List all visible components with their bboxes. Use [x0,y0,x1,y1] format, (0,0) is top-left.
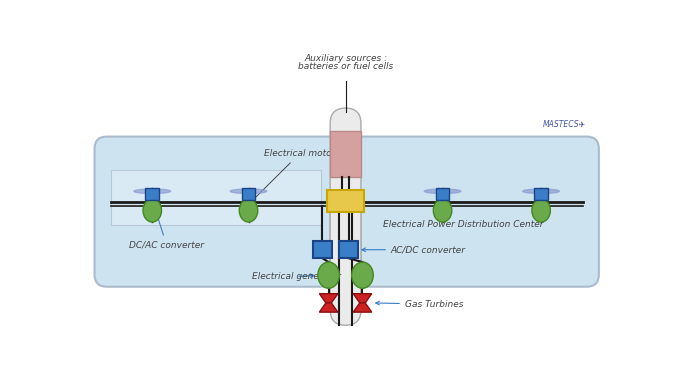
Polygon shape [319,303,338,312]
Ellipse shape [351,262,373,288]
Ellipse shape [239,199,258,222]
FancyBboxPatch shape [330,108,361,285]
Ellipse shape [539,189,543,193]
Bar [242,188,255,200]
Ellipse shape [247,189,251,193]
Ellipse shape [441,189,445,193]
Ellipse shape [433,199,452,222]
Text: batteries or fuel cells: batteries or fuel cells [298,62,393,71]
Ellipse shape [143,199,161,222]
Polygon shape [319,294,338,303]
Text: Electrical generator: Electrical generator [251,272,340,281]
Text: Auxiliary sources :: Auxiliary sources : [304,54,387,63]
Text: Gas Turbines: Gas Turbines [376,300,463,309]
Ellipse shape [532,199,550,222]
Bar [339,241,358,258]
Text: MASTECS✈: MASTECS✈ [543,120,586,129]
Ellipse shape [151,189,154,193]
Ellipse shape [318,262,339,288]
Polygon shape [353,303,372,312]
Text: Electrical motor: Electrical motor [251,149,335,202]
Bar [436,188,449,200]
Bar [112,170,321,225]
Bar [327,190,364,212]
Text: DC/AC converter: DC/AC converter [129,204,204,250]
Ellipse shape [230,189,267,194]
Ellipse shape [134,189,171,194]
Bar [313,241,332,258]
Text: AC/DC converter: AC/DC converter [362,245,466,254]
Bar [330,131,361,178]
Ellipse shape [523,189,560,194]
Polygon shape [353,294,372,303]
FancyBboxPatch shape [95,136,599,287]
Text: Electrical Power Distribution Center: Electrical Power Distribution Center [383,220,543,229]
Bar [534,188,548,200]
Bar [145,188,159,200]
Ellipse shape [424,189,461,194]
FancyBboxPatch shape [330,190,361,325]
